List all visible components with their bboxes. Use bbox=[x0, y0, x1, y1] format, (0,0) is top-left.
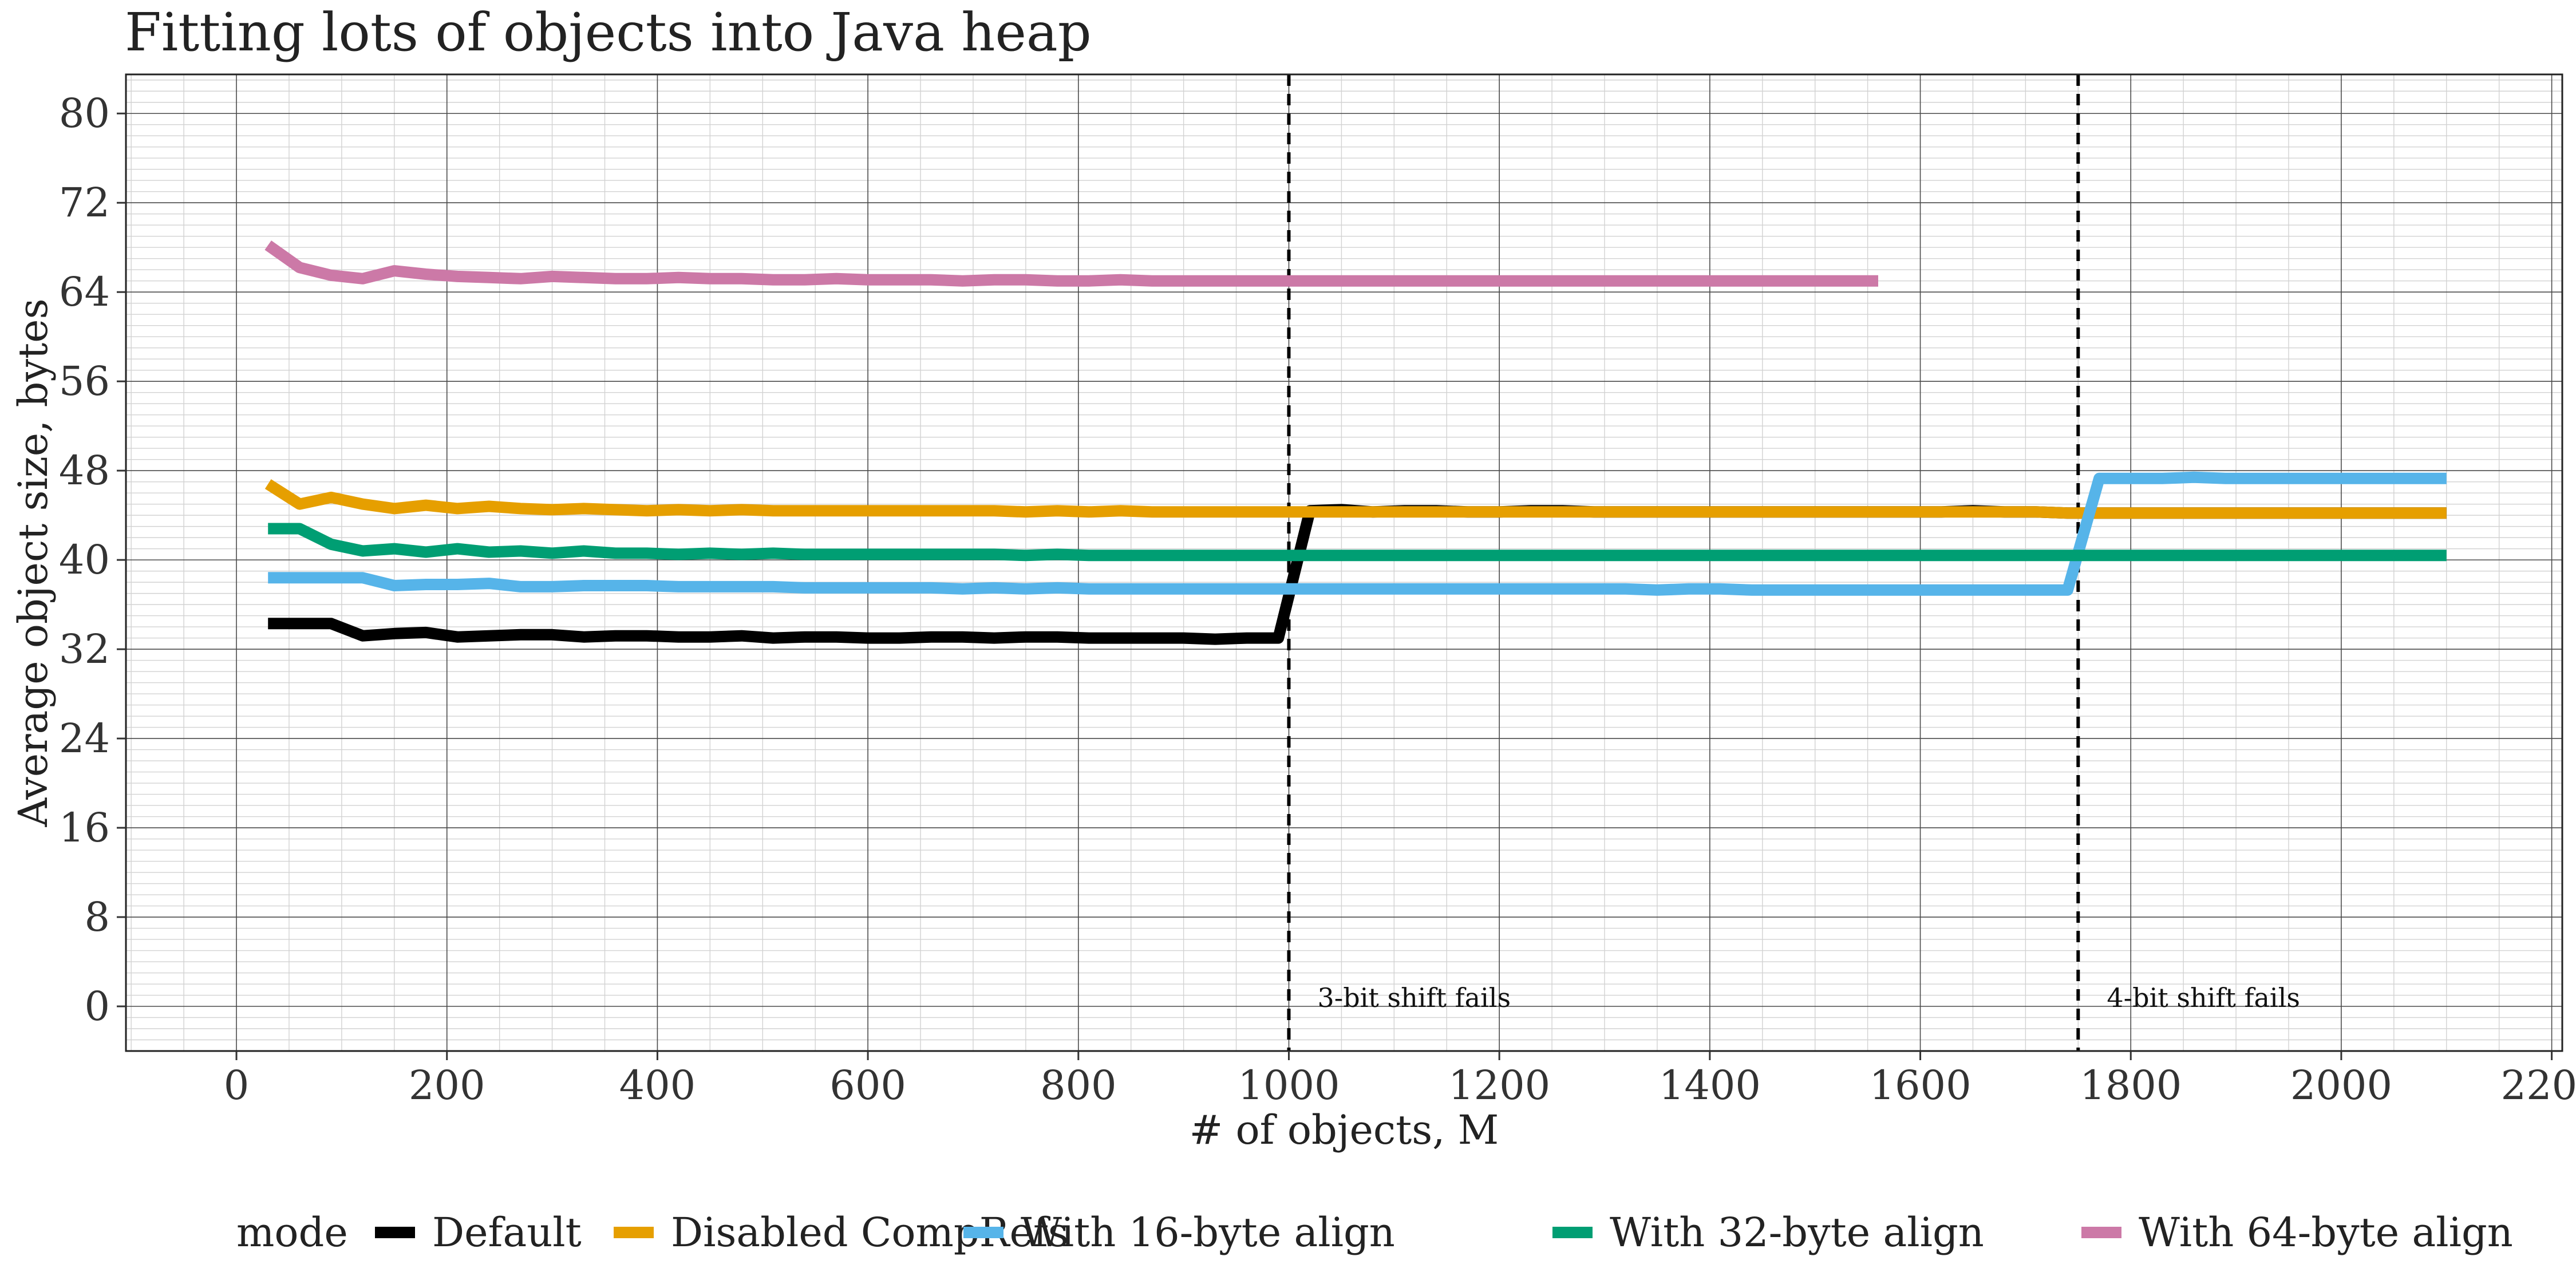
plot-panel: 3-bit shift fails 4-bit shift fails bbox=[125, 73, 2563, 1052]
x-tick-label: 1400 bbox=[1659, 1062, 1761, 1109]
x-tick-label: 2000 bbox=[2290, 1062, 2392, 1109]
chart-title: Fitting lots of objects into Java heap bbox=[125, 2, 1092, 63]
x-tick-label: 1600 bbox=[1869, 1062, 1971, 1109]
y-tick-label: 40 bbox=[59, 536, 110, 583]
panel-background bbox=[126, 74, 2562, 1051]
y-tick-label: 8 bbox=[84, 894, 110, 941]
x-tick-label: 1000 bbox=[1238, 1062, 1340, 1109]
x-tick-label: 1800 bbox=[2080, 1062, 2182, 1109]
legend-label-disabled-comprefs: Disabled CompRefs bbox=[671, 1209, 1069, 1256]
y-tick-label: 24 bbox=[59, 715, 110, 762]
y-tick-label: 72 bbox=[59, 179, 110, 226]
minor-gridlines bbox=[126, 74, 2562, 1052]
legend-label-with-64-byte-align: With 64-byte align bbox=[2139, 1209, 2513, 1256]
legend-label-with-16-byte-align: With 16-byte align bbox=[1021, 1209, 1395, 1256]
series-line-with-64-byte-align bbox=[264, 240, 1878, 287]
series-line-disabled-comprefs bbox=[264, 479, 2447, 519]
panel-border bbox=[125, 73, 2563, 1052]
series-lines bbox=[264, 240, 2447, 645]
threshold-label: 3-bit shift fails bbox=[1317, 982, 1511, 1013]
legend-label-default: Default bbox=[432, 1209, 582, 1256]
y-tick-label: 48 bbox=[59, 447, 110, 494]
x-tick-label: 600 bbox=[829, 1062, 906, 1109]
x-tick-label: 1200 bbox=[1448, 1062, 1550, 1109]
x-tick-label: 800 bbox=[1040, 1062, 1117, 1109]
legend-title: mode bbox=[236, 1209, 348, 1256]
x-tick-label: 200 bbox=[409, 1062, 485, 1109]
x-axis-title: # of objects, M bbox=[1190, 1107, 1499, 1153]
y-tick-label: 80 bbox=[59, 90, 110, 137]
x-tick-label: 400 bbox=[619, 1062, 696, 1109]
series-line-with-32-byte-align bbox=[268, 523, 2447, 562]
y-tick-label: 64 bbox=[59, 268, 110, 315]
legend-label-with-32-byte-align: With 32-byte align bbox=[1610, 1209, 1984, 1256]
x-tick-label: 0 bbox=[224, 1062, 250, 1109]
threshold-label: 4-bit shift fails bbox=[2107, 982, 2300, 1013]
x-axis: 0 200 400 600 800 1000 1200 1400 1600 1800 2000 220… bbox=[224, 1051, 2576, 1109]
series-line-with-16-byte-align bbox=[268, 471, 2447, 596]
y-axis-title: Average object size, bytes bbox=[10, 299, 57, 828]
y-tick-label: 16 bbox=[59, 804, 110, 851]
y-axis: 0 8 16 24 32 40 48 56 64 72 80 bbox=[59, 90, 126, 1030]
y-tick-label: 56 bbox=[59, 358, 110, 405]
y-tick-label: 0 bbox=[84, 983, 110, 1030]
y-tick-label: 32 bbox=[59, 626, 110, 673]
